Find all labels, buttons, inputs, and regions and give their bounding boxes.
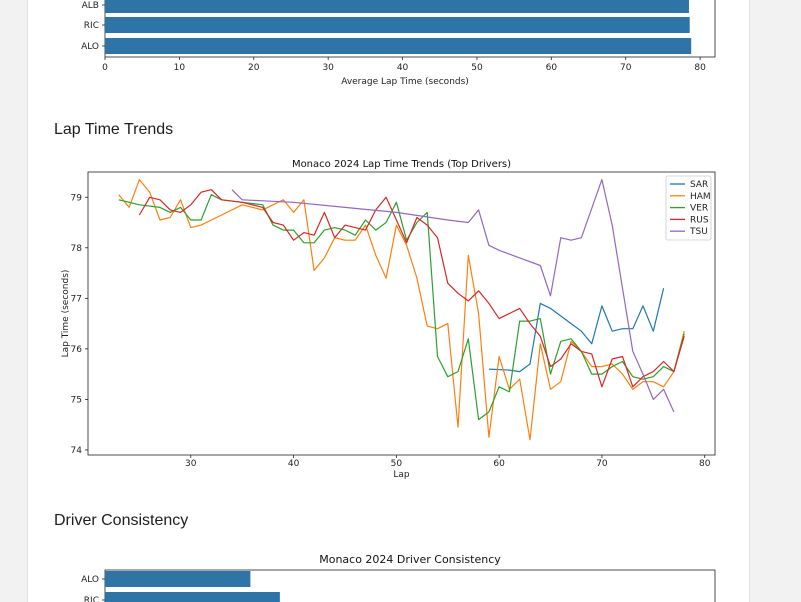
average-lap-time-chart: ALB RIC ALO 0 10 20 30 40 50 60 70 80 Average Lap Ti… <box>81 0 716 87</box>
y-tick-label: 79 <box>71 193 83 203</box>
x-tick-label: 30 <box>322 63 334 73</box>
lap-time-trends-chart: Monaco 2024 Lap Time Trends (Top Drivers… <box>61 159 716 480</box>
x-tick-label: 70 <box>596 459 608 469</box>
series-line-tsu <box>231 179 675 413</box>
report-card <box>27 0 750 602</box>
bar-alo <box>105 571 251 587</box>
x-tick-label: 0 <box>102 63 108 73</box>
x-tick-label: 80 <box>699 459 711 469</box>
bar-alo <box>105 38 692 54</box>
y-tick-label: RIC <box>84 21 99 31</box>
x-tick-label: 80 <box>694 63 706 73</box>
y-tick-label: ALB <box>82 1 99 11</box>
x-tick-label: 60 <box>493 459 505 469</box>
legend-label-ver: VER <box>690 204 708 214</box>
x-axis-label: Average Lap Time (seconds) <box>341 77 469 87</box>
legend-label-sar: SAR <box>690 180 708 190</box>
chart-title: Monaco 2024 Lap Time Trends (Top Drivers… <box>292 159 511 170</box>
y-tick-label: ALO <box>81 575 99 585</box>
x-tick-label: 40 <box>397 63 409 73</box>
legend-label-tsu: TSU <box>689 227 708 237</box>
y-tick-label: 77 <box>71 294 82 304</box>
x-tick-label: 10 <box>174 63 186 73</box>
y-tick-label: 78 <box>71 244 83 254</box>
x-tick-label: 40 <box>288 459 300 469</box>
legend-label-ham: HAM <box>690 192 711 202</box>
y-tick-label: RIC <box>84 596 99 602</box>
y-tick-label: 75 <box>71 395 82 405</box>
plot-frame <box>104 569 716 602</box>
x-tick-label: 50 <box>471 63 483 73</box>
series-line-sar <box>488 288 665 373</box>
x-tick-label: 20 <box>248 63 260 73</box>
driver-consistency-heading: Driver Consistency <box>54 512 189 529</box>
legend-label-rus: RUS <box>690 215 709 225</box>
x-axis-label: Lap <box>393 470 410 480</box>
bar-ric <box>105 592 280 602</box>
y-tick-label: ALO <box>81 42 99 52</box>
x-tick-label: 50 <box>391 459 403 469</box>
lap-time-trends-heading: Lap Time Trends <box>54 121 174 138</box>
bar-alb <box>105 0 689 13</box>
y-tick-label: 76 <box>71 345 83 355</box>
y-axis-label: Lap Time (seconds) <box>61 270 71 358</box>
bar-ric <box>105 17 690 33</box>
y-tick-label: 74 <box>71 446 83 456</box>
x-tick-label: 60 <box>546 63 558 73</box>
plot-frame <box>87 171 716 456</box>
x-tick-label: 30 <box>185 459 197 469</box>
legend-box <box>665 175 712 241</box>
chart-title: Monaco 2024 Driver Consistency <box>319 553 501 566</box>
series-line-rus <box>138 189 685 388</box>
x-tick-label: 70 <box>620 63 632 73</box>
